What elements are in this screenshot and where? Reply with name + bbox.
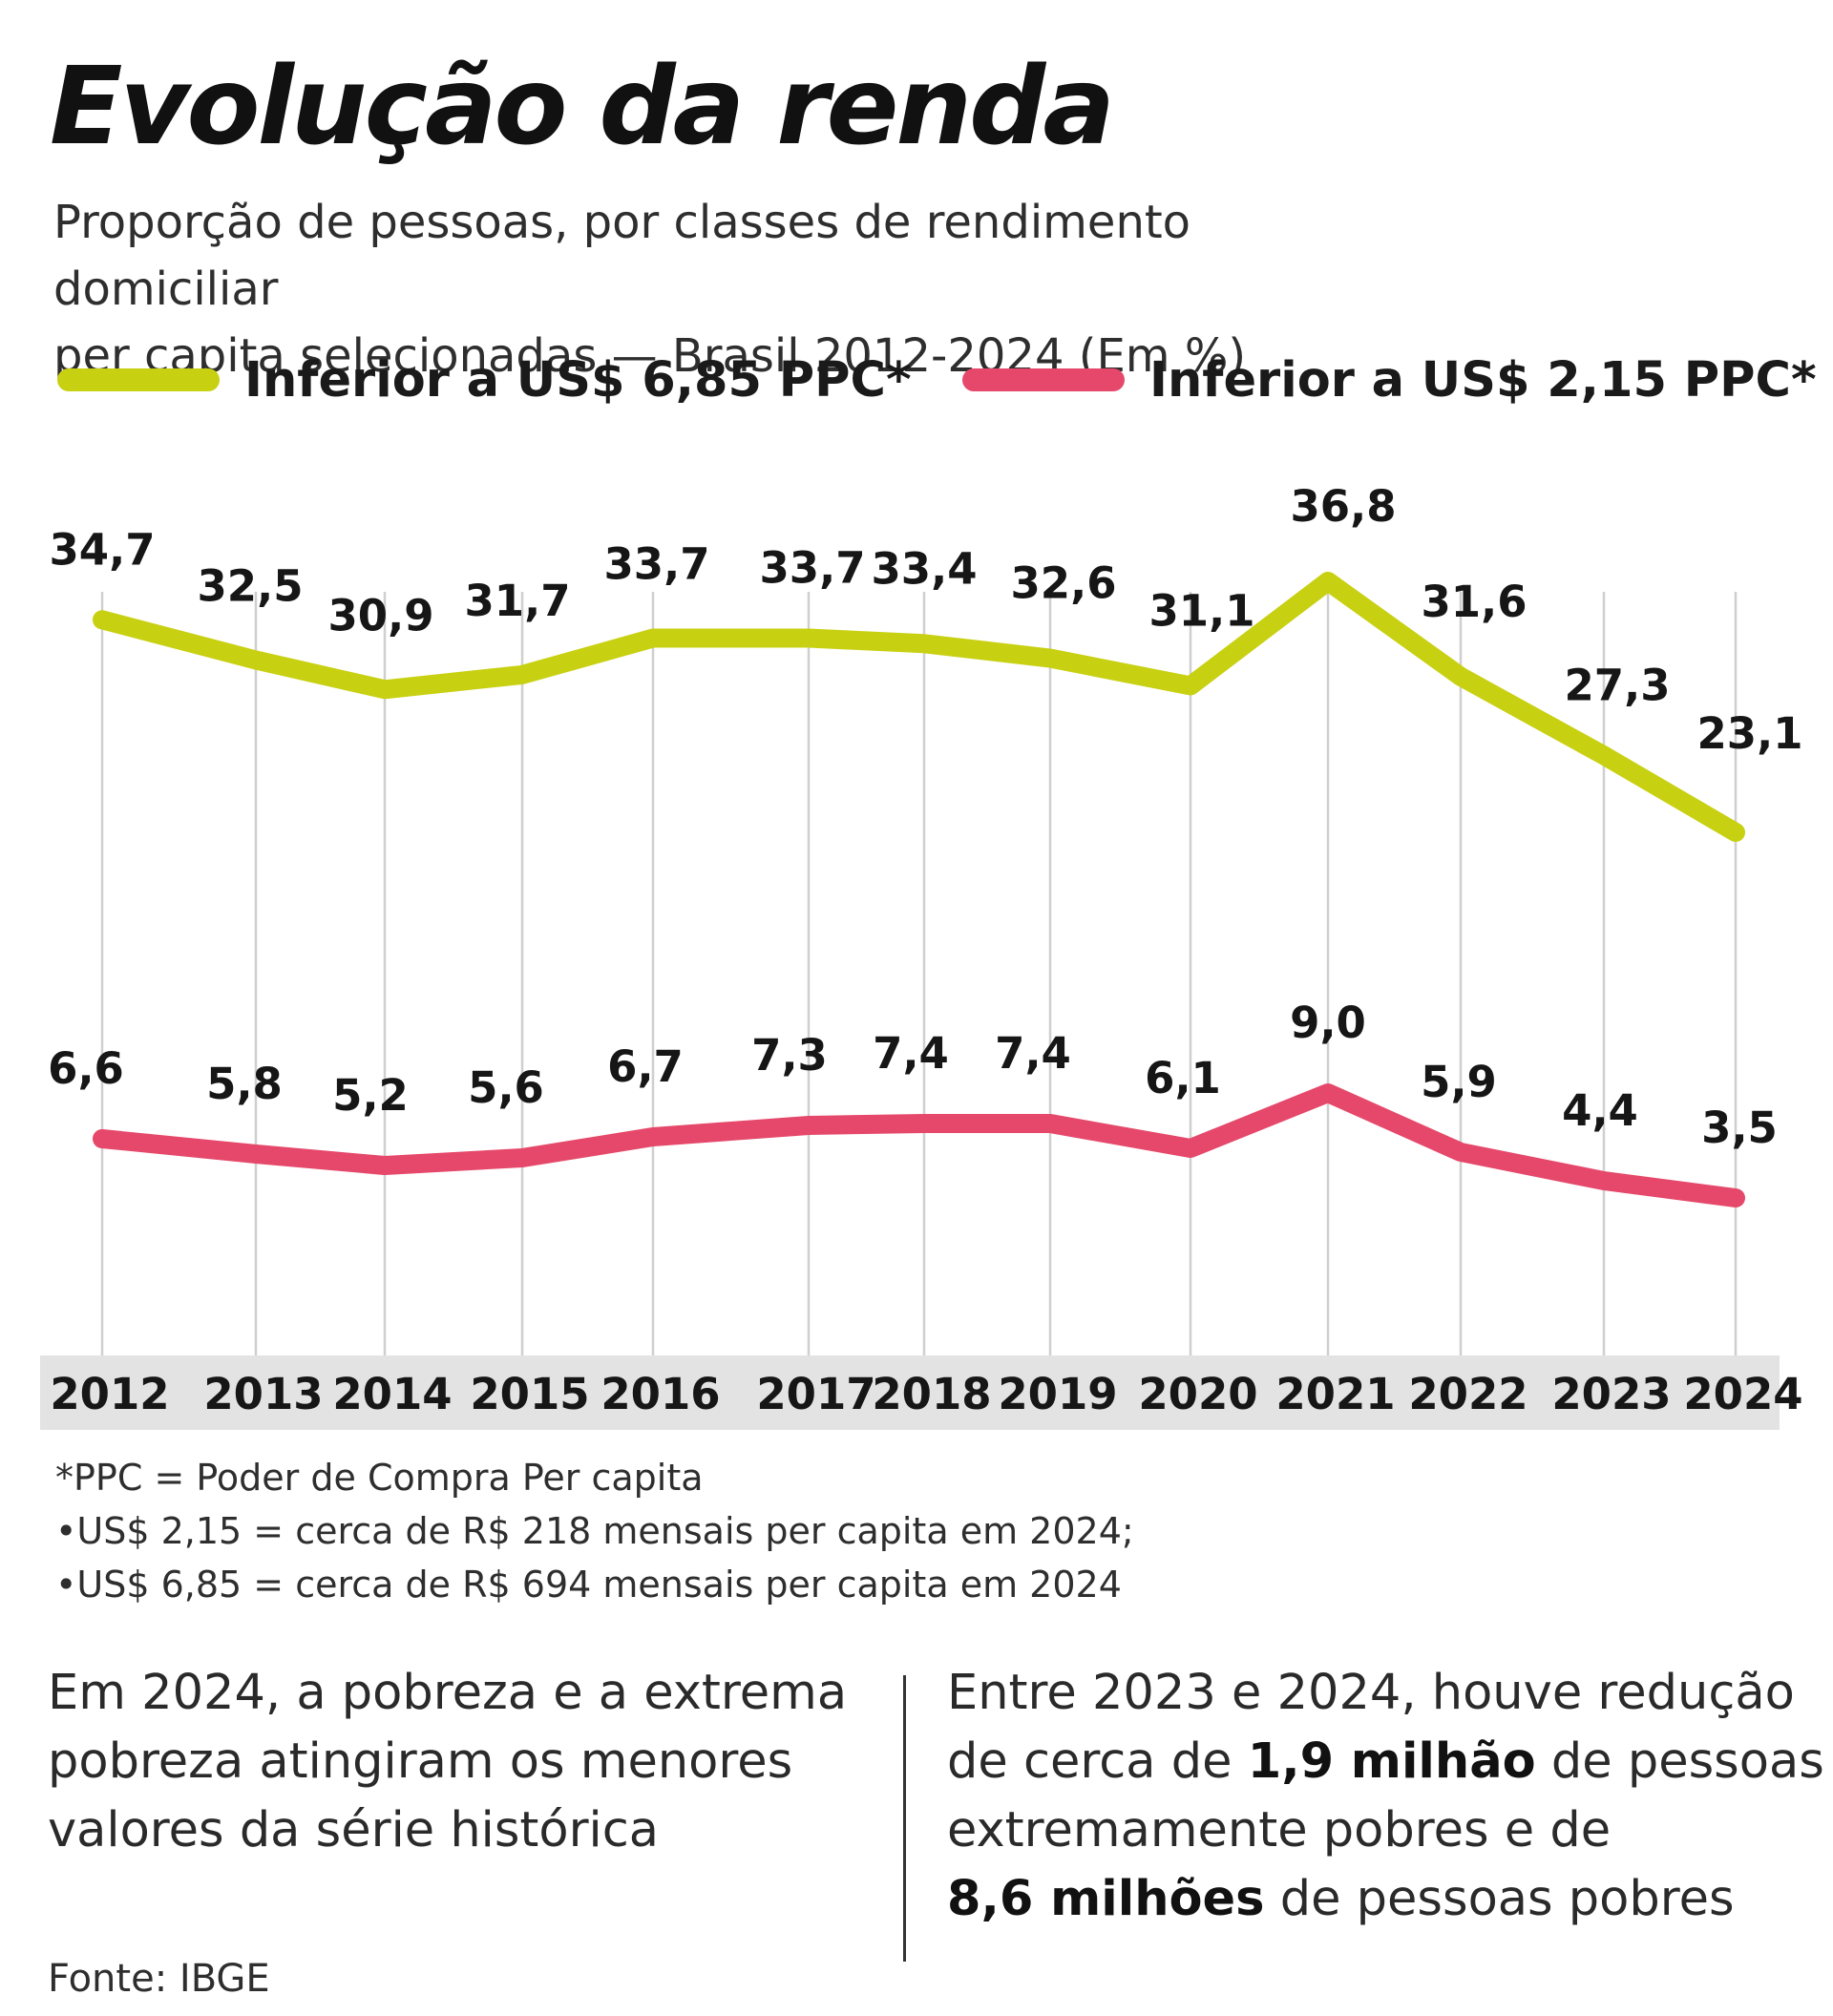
data-label-6-85-2019: 32,6	[1010, 558, 1116, 609]
x-tick-label-2021: 2021	[1275, 1369, 1395, 1419]
x-tick-label-2024: 2024	[1683, 1369, 1802, 1419]
data-label-6-85-2016: 33,7	[603, 539, 709, 590]
data-point-2-15-2017	[808, 1124, 810, 1126]
data-label-2-15-2018: 7,4	[873, 1028, 949, 1079]
chart-title: Evolução da renda	[50, 45, 1115, 169]
line-chart: 34,732,530,9 31,733,7 33,7 33,4 32,631,136,8…	[40, 481, 1803, 1430]
data-point-2-15-2023	[1603, 1180, 1605, 1182]
data-label-2-15-2022: 5,9	[1421, 1057, 1497, 1107]
data-point-6-85-2022	[1460, 675, 1462, 678]
series-lines	[93, 572, 1745, 1208]
data-point-6-85-2015	[521, 673, 523, 676]
callout-right: Entre 2023 e 2024, houve redução de cerc…	[947, 1659, 1824, 1934]
data-point-2-15-2022	[1460, 1151, 1462, 1153]
data-label-6-85-2017: 33,7	[759, 543, 865, 594]
data-label-2-15-2023: 4,4	[1562, 1085, 1638, 1136]
x-tick-label-2014: 2014	[332, 1369, 452, 1419]
x-tick-label-2018: 2018	[872, 1369, 991, 1419]
legend-swatch-6-85	[57, 368, 220, 391]
data-point-2-15-2016	[652, 1136, 654, 1138]
data-point-2-15-2014	[384, 1165, 386, 1166]
legend-label-2-15: Inferior a US$ 2,15 PPC*	[1149, 351, 1817, 409]
data-label-2-15-2013: 5,8	[206, 1059, 283, 1109]
x-tick-label-2017: 2017	[756, 1369, 875, 1419]
data-label-2-15-2021: 9,0	[1290, 998, 1366, 1048]
gridlines	[100, 592, 1738, 1355]
x-tick-label-2022: 2022	[1408, 1369, 1528, 1419]
data-label-6-85-2020: 31,1	[1148, 585, 1254, 636]
data-label-6-85-2024: 23,1	[1696, 708, 1802, 759]
data-point-6-85-2020	[1190, 684, 1191, 687]
callout-left: Em 2024, a pobreza e a extrema pobreza a…	[48, 1659, 847, 1865]
footnotes: *PPC = Poder de Compra Per capita •US$ 2…	[55, 1451, 1134, 1611]
data-label-2-15-2015: 5,6	[468, 1062, 544, 1113]
callout-left-line-2: pobreza atingiram os menores	[48, 1733, 793, 1790]
x-tick-label-2015: 2015	[470, 1369, 589, 1419]
data-point-2-15-2015	[521, 1157, 523, 1159]
data-point-2-15-2012	[101, 1138, 103, 1140]
x-tick-label-2023: 2023	[1551, 1369, 1671, 1419]
data-point-6-85-2023	[1603, 754, 1605, 757]
callout-right-line-4-post: de pessoas pobres	[1264, 1871, 1735, 1927]
callout-right-line-4: 8,6 milhões de pessoas pobres	[947, 1865, 1824, 1934]
x-tick-label-2013: 2013	[203, 1369, 323, 1419]
callout-right-line-2: de cerca de 1,9 milhão de pessoas	[947, 1728, 1824, 1796]
footnote-6-85: •US$ 6,85 = cerca de R$ 694 mensais per …	[55, 1564, 1122, 1606]
data-label-6-85-2018: 33,4	[871, 543, 977, 594]
legend-item-6-85: Inferior a US$ 6,85 PPC*	[57, 351, 912, 409]
data-point-2-15-2021	[1327, 1092, 1329, 1094]
callout-left-line-3: valores da série histórica	[48, 1802, 660, 1858]
x-axis-band	[40, 1355, 1780, 1430]
callout-left-line-1: Em 2024, a pobreza e a extrema	[48, 1665, 848, 1721]
data-point-6-85-2018	[923, 642, 925, 645]
legend-item-2-15: Inferior a US$ 2,15 PPC*	[962, 351, 1817, 409]
data-label-6-85-2021: 36,8	[1290, 481, 1396, 532]
data-label-2-15-2016: 6,7	[607, 1041, 684, 1092]
data-labels: 34,732,530,9 31,733,7 33,7 33,4 32,631,136,8…	[48, 481, 1802, 1153]
data-point-6-85-2024	[1735, 831, 1737, 833]
footnote-ppc: *PPC = Poder de Compra Per capita	[55, 1457, 704, 1499]
callout-right-line-3: extremamente pobres e de	[947, 1802, 1612, 1858]
data-label-2-15-2019: 7,4	[995, 1028, 1071, 1079]
callout-divider	[903, 1675, 906, 1962]
data-point-6-85-2014	[384, 688, 386, 691]
data-label-6-85-2013: 32,5	[197, 561, 303, 612]
data-label-6-85-2015: 31,7	[464, 576, 570, 626]
legend-label-6-85: Inferior a US$ 6,85 PPC*	[244, 351, 912, 409]
data-point-2-15-2024	[1735, 1197, 1737, 1199]
data-label-6-85-2012: 34,7	[49, 524, 155, 575]
data-label-2-15-2017: 7,3	[751, 1030, 828, 1081]
data-point-6-85-2012	[101, 619, 103, 621]
callout-right-highlight-1: 1,9 milhão	[1247, 1733, 1536, 1790]
x-tick-label-2016: 2016	[600, 1369, 720, 1419]
callout-right-line-2-pre: de cerca de	[947, 1733, 1248, 1790]
data-point-2-15-2018	[923, 1123, 925, 1124]
footnote-2-15: •US$ 2,15 = cerca de R$ 218 mensais per …	[55, 1510, 1134, 1552]
x-tick-label-2019: 2019	[998, 1369, 1117, 1419]
callout-right-line-1: Entre 2023 e 2024, houve redução	[947, 1665, 1795, 1721]
callout-right-highlight-2: 8,6 milhões	[947, 1871, 1265, 1927]
legend-swatch-2-15	[962, 368, 1125, 391]
callout-right-line-2-post: de pessoas	[1535, 1733, 1824, 1790]
data-label-6-85-2014: 30,9	[327, 590, 433, 640]
data-label-2-15-2012: 6,6	[48, 1043, 124, 1094]
data-point-6-85-2017	[808, 637, 810, 640]
data-point-6-85-2021	[1327, 580, 1329, 582]
data-point-6-85-2016	[652, 637, 654, 640]
data-point-6-85-2019	[1049, 657, 1051, 660]
x-tick-label-2012: 2012	[50, 1369, 169, 1419]
data-point-2-15-2013	[255, 1153, 257, 1155]
data-label-2-15-2024: 3,5	[1701, 1102, 1778, 1153]
data-point-2-15-2019	[1049, 1123, 1051, 1124]
x-tick-label-2020: 2020	[1138, 1369, 1257, 1419]
data-label-2-15-2020: 6,1	[1145, 1053, 1221, 1103]
data-point-2-15-2020	[1190, 1147, 1191, 1149]
data-label-2-15-2014: 5,2	[332, 1070, 409, 1121]
data-label-6-85-2023: 27,3	[1564, 660, 1670, 710]
subtitle-line-1: Proporção de pessoas, por classes de ren…	[53, 196, 1191, 316]
data-label-6-85-2022: 31,6	[1421, 577, 1527, 627]
source-note: Fonte: IBGE	[48, 1957, 270, 2001]
data-point-6-85-2013	[255, 659, 257, 662]
